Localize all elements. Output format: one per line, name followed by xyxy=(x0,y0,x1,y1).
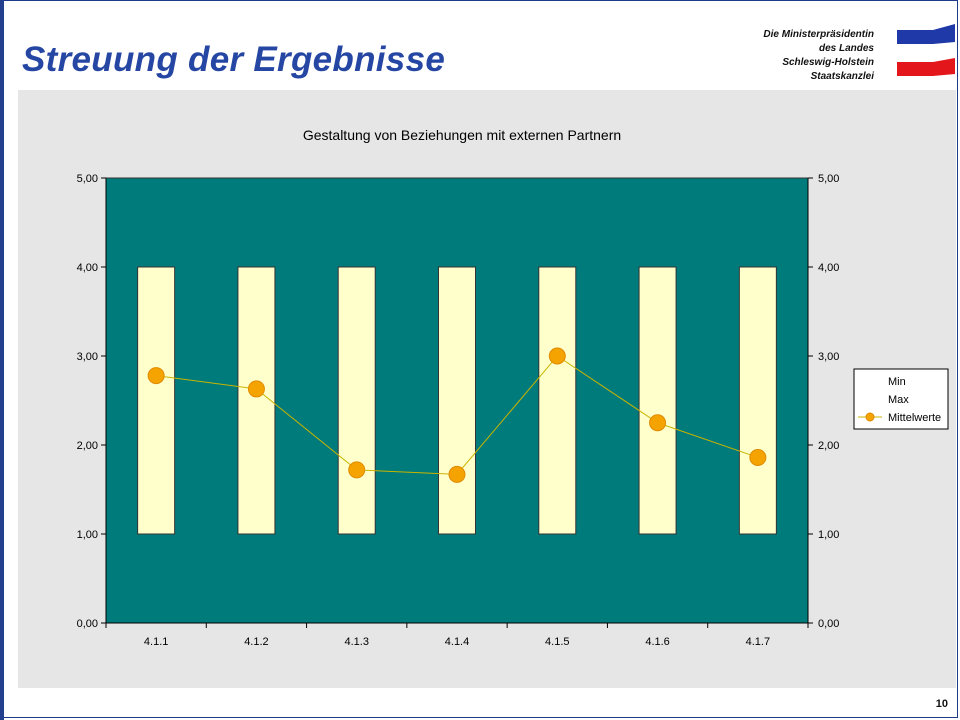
legend-label: Max xyxy=(888,394,909,406)
x-tick-label: 4.1.3 xyxy=(344,636,368,648)
y-tick-label-right: 0,00 xyxy=(818,618,839,630)
x-tick-label: 4.1.4 xyxy=(445,636,469,648)
y-tick-label-left: 1,00 xyxy=(77,529,98,541)
range-bar xyxy=(137,266,176,535)
y-tick-label-left: 5,00 xyxy=(77,173,98,185)
legend-swatch-marker xyxy=(865,412,875,422)
y-tick-label-right: 1,00 xyxy=(818,529,839,541)
header-line-3: Schleswig-Holstein xyxy=(782,57,874,68)
mean-point xyxy=(548,347,566,365)
range-bar xyxy=(738,266,777,535)
y-tick-label-right: 4,00 xyxy=(818,262,839,274)
range-bar xyxy=(337,266,376,535)
legend-label: Mittelwerte xyxy=(888,412,941,424)
slide-title: Streuung der Ergebnisse xyxy=(22,40,446,79)
mean-point xyxy=(247,380,265,398)
range-bar xyxy=(438,266,476,535)
x-tick-label: 4.1.7 xyxy=(746,636,770,648)
mean-point xyxy=(348,461,366,479)
y-tick-label-right: 5,00 xyxy=(818,173,839,185)
mean-point xyxy=(448,465,466,483)
flag-white-stripe xyxy=(897,44,955,58)
y-tick-label-left: 2,00 xyxy=(77,440,98,452)
range-bar xyxy=(638,266,677,535)
y-tick-label-left: 0,00 xyxy=(77,618,98,630)
legend-swatch-min xyxy=(862,377,874,385)
y-tick-label-left: 4,00 xyxy=(77,262,98,274)
y-tick-label-right: 3,00 xyxy=(818,351,839,363)
left-rule xyxy=(0,0,4,720)
mean-point xyxy=(147,367,165,385)
chart-svg: Gestaltung von Beziehungen mit externen … xyxy=(77,127,949,648)
flag-red-stripe xyxy=(897,58,955,76)
page-number: 10 xyxy=(935,698,948,710)
y-tick-label-left: 3,00 xyxy=(77,351,98,363)
header-line-1: Die Ministerpräsidentin xyxy=(763,29,874,40)
mean-point xyxy=(649,414,667,432)
flag-blue-stripe xyxy=(897,24,955,44)
x-tick-label: 4.1.2 xyxy=(244,636,268,648)
range-bar xyxy=(237,266,276,535)
y-tick-label-right: 2,00 xyxy=(818,440,839,452)
x-tick-label: 4.1.5 xyxy=(545,636,569,648)
plot-area xyxy=(105,177,809,624)
chart-area: Gestaltung von Beziehungen mit externen … xyxy=(18,90,956,688)
header-line-4: Staatskanzlei xyxy=(810,71,874,82)
x-tick-label: 4.1.1 xyxy=(144,636,168,648)
header-text: Die Ministerpräsidentin des Landes Schle… xyxy=(674,28,874,84)
legend-label: Min xyxy=(888,376,906,388)
range-bar xyxy=(538,266,577,535)
legend-swatch-max xyxy=(862,395,874,403)
state-flag-logo xyxy=(897,24,955,76)
mean-point xyxy=(749,448,767,466)
chart-title: Gestaltung von Beziehungen mit externen … xyxy=(303,127,621,143)
header-line-2: des Landes xyxy=(818,43,874,54)
x-tick-label: 4.1.6 xyxy=(645,636,669,648)
